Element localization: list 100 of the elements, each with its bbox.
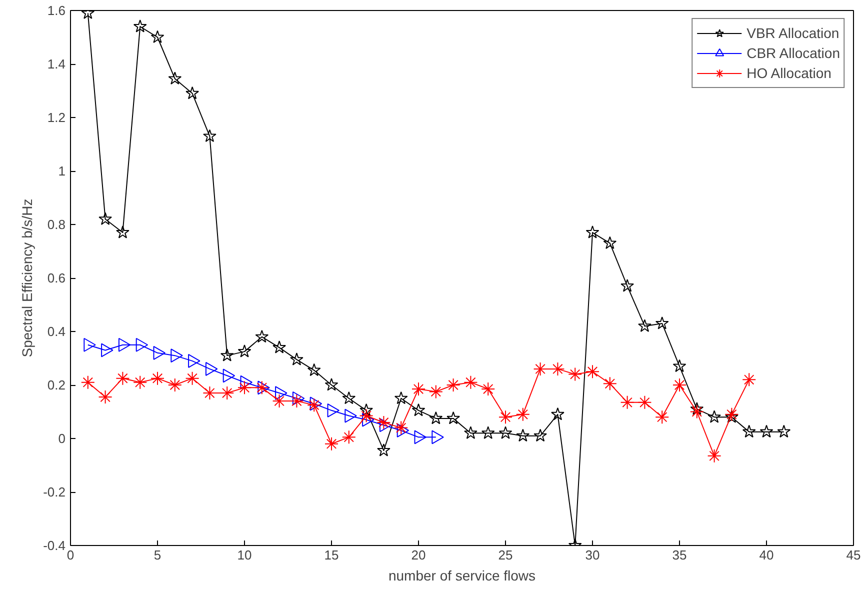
point	[534, 428, 547, 442]
point	[498, 410, 512, 424]
point	[412, 382, 426, 396]
point	[602, 376, 617, 391]
point	[708, 410, 721, 423]
point	[586, 364, 600, 379]
y-tick-label: 1.2	[47, 110, 66, 125]
point	[150, 371, 164, 386]
point	[603, 236, 617, 249]
x-tick-label: 40	[759, 548, 774, 562]
point	[638, 319, 652, 332]
point	[324, 436, 338, 451]
point	[481, 382, 496, 396]
point	[133, 20, 147, 32]
point	[620, 279, 634, 292]
point	[307, 363, 321, 376]
point	[428, 384, 443, 399]
point	[80, 375, 95, 390]
point	[238, 380, 252, 395]
point	[446, 378, 460, 392]
point	[533, 362, 548, 376]
x-tick-label: 10	[237, 548, 252, 562]
point	[324, 378, 338, 391]
point	[586, 226, 600, 238]
point	[760, 424, 774, 438]
point	[690, 404, 704, 419]
point	[707, 448, 722, 463]
y-tick-label: 0.8	[47, 217, 66, 232]
point	[655, 316, 669, 330]
point	[342, 391, 356, 404]
y-tick-label: 0.6	[47, 270, 66, 286]
point	[376, 415, 391, 430]
point	[168, 378, 182, 392]
point	[725, 410, 738, 423]
point	[133, 375, 148, 390]
point	[620, 395, 634, 410]
point	[185, 371, 200, 386]
point	[498, 426, 512, 439]
point	[690, 402, 704, 415]
x-axis-title: number of service flows	[388, 568, 536, 584]
legend-label: HO Allocation	[746, 65, 832, 81]
point	[116, 371, 130, 386]
point	[742, 424, 756, 438]
point	[446, 411, 460, 424]
point	[360, 403, 373, 416]
y-axis-title: Spectral Efficiency b/s/Hz	[19, 198, 36, 358]
point	[186, 86, 199, 100]
point	[464, 375, 478, 390]
point	[655, 410, 670, 424]
point	[394, 391, 408, 404]
point	[429, 411, 443, 424]
point	[516, 428, 530, 442]
y-tick-label: 1.4	[47, 56, 66, 72]
point	[672, 359, 686, 372]
y-tick-label: 0.2	[47, 378, 66, 392]
point	[290, 352, 304, 366]
point	[168, 72, 182, 84]
point	[220, 348, 234, 362]
point	[724, 407, 739, 422]
point	[516, 407, 530, 422]
y-tick-label: -0.4	[43, 538, 66, 553]
x-tick-label: 35	[672, 548, 687, 562]
x-tick-label: 45	[846, 548, 861, 562]
point	[551, 407, 564, 420]
point	[672, 378, 686, 392]
y-tick-label: 1	[58, 164, 66, 178]
point	[307, 398, 322, 412]
point	[359, 408, 374, 423]
point	[116, 226, 130, 238]
point	[238, 344, 252, 358]
point	[568, 367, 582, 382]
point	[342, 430, 356, 444]
point	[638, 395, 652, 410]
y-tick-label: 0	[58, 431, 66, 446]
point	[220, 386, 234, 400]
y-tick-label: -0.2	[43, 484, 66, 500]
point	[412, 403, 426, 416]
point	[464, 426, 478, 439]
point	[254, 380, 269, 395]
point	[255, 330, 269, 343]
x-tick-label: 5	[154, 548, 162, 562]
legend-label: CBR Allocation	[746, 45, 840, 61]
x-tick-label: 30	[585, 548, 600, 562]
point	[150, 30, 164, 44]
y-tick-label: 0.4	[47, 324, 66, 339]
point	[550, 362, 565, 376]
point	[394, 420, 408, 435]
point	[98, 390, 112, 404]
point	[203, 129, 216, 142]
point	[742, 372, 756, 387]
x-tick-label: 25	[498, 548, 513, 562]
x-tick-label: 20	[411, 548, 426, 562]
point	[290, 394, 304, 408]
point	[272, 394, 286, 408]
point	[377, 444, 390, 456]
y-tick-label: 1.6	[47, 3, 66, 18]
point	[481, 426, 495, 439]
point	[777, 424, 791, 438]
point	[98, 212, 112, 225]
point	[272, 340, 286, 354]
